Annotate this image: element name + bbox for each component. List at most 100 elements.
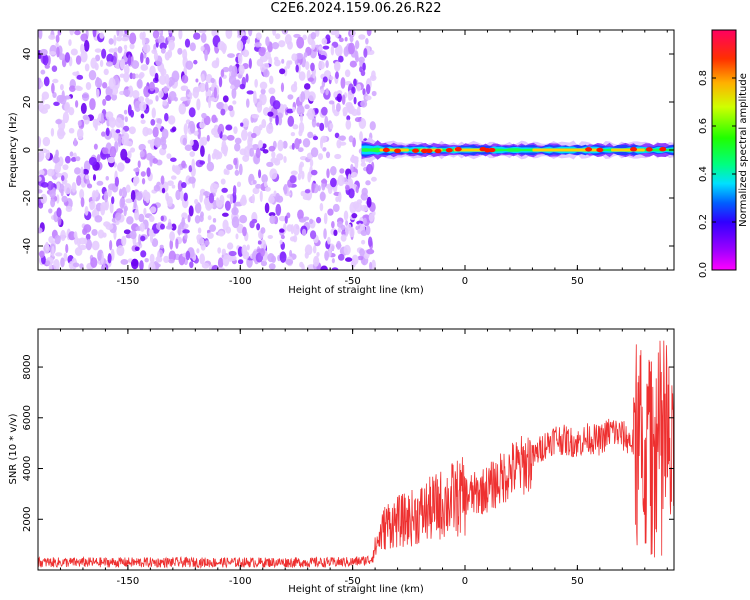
- noise-blob: [251, 193, 255, 204]
- noise-blob: [222, 95, 229, 103]
- noise-blob: [38, 176, 42, 182]
- noise-blob: [107, 156, 115, 164]
- noise-blob: [239, 197, 247, 206]
- noise-blob: [215, 57, 220, 66]
- noise-blob: [273, 190, 277, 196]
- noise-blob: [229, 84, 235, 90]
- noise-blob: [218, 76, 223, 88]
- noise-blob: [330, 45, 335, 56]
- noise-blob: [316, 251, 320, 257]
- noise-blob: [138, 96, 145, 103]
- noise-blob: [311, 117, 317, 128]
- noise-blob: [102, 147, 109, 155]
- noise-blob: [131, 258, 139, 270]
- noise-blob: [169, 231, 175, 242]
- noise-blob: [369, 261, 373, 270]
- noise-blob: [279, 251, 287, 263]
- noise-blob: [289, 249, 293, 258]
- noise-blob: [161, 143, 168, 150]
- noise-blob: [283, 66, 288, 77]
- noise-blob: [336, 221, 343, 228]
- noise-blob: [217, 267, 225, 270]
- noise-blob: [177, 224, 181, 236]
- noise-blob: [334, 44, 343, 57]
- noise-blob: [94, 48, 102, 53]
- noise-blob: [43, 76, 50, 87]
- noise-blob: [38, 169, 45, 176]
- noise-blob: [90, 257, 98, 268]
- noise-blob: [271, 151, 276, 159]
- noise-blob: [336, 93, 343, 103]
- noise-blob: [109, 146, 117, 159]
- noise-blob: [271, 42, 280, 50]
- noise-blob: [261, 143, 267, 149]
- y-tick-label: 20: [22, 96, 33, 109]
- noise-blob: [70, 48, 78, 56]
- noise-blob: [49, 189, 56, 199]
- noise-blob: [140, 250, 147, 258]
- noise-blob: [165, 192, 169, 202]
- noise-blob: [268, 263, 276, 270]
- noise-blob: [134, 246, 140, 251]
- noise-blob: [219, 194, 225, 205]
- noise-blob: [54, 162, 61, 174]
- noise-blob: [131, 73, 136, 80]
- noise-blob: [211, 264, 220, 270]
- noise-blob: [135, 73, 139, 79]
- noise-blob: [367, 236, 373, 248]
- noise-blob: [75, 156, 81, 162]
- noise-blob: [248, 58, 252, 69]
- noise-blob: [88, 70, 97, 81]
- noise-blob: [206, 232, 214, 239]
- noise-blob: [241, 129, 248, 141]
- noise-blob: [108, 38, 114, 45]
- noise-blob: [53, 259, 60, 270]
- noise-blob: [268, 75, 274, 85]
- noise-blob: [200, 242, 206, 251]
- noise-blob: [195, 78, 199, 83]
- noise-blob: [167, 180, 174, 187]
- noise-blob: [292, 235, 298, 243]
- noise-blob: [235, 233, 239, 240]
- signal-peak: [630, 147, 638, 152]
- noise-blob: [363, 48, 368, 58]
- noise-blob: [95, 88, 100, 98]
- noise-blob: [106, 53, 114, 64]
- noise-blob: [181, 217, 186, 228]
- noise-blob: [360, 70, 366, 77]
- noise-blob: [120, 258, 129, 265]
- noise-blob: [319, 191, 326, 202]
- noise-blob: [229, 194, 234, 205]
- noise-blob: [178, 30, 183, 40]
- signal-peak: [645, 147, 653, 152]
- noise-blob: [217, 127, 222, 135]
- noise-blob: [200, 45, 205, 52]
- colorbar-frame: [711, 29, 737, 271]
- noise-blob: [127, 54, 132, 66]
- noise-blob: [291, 53, 298, 62]
- noise-blob: [148, 215, 155, 223]
- noise-blob: [258, 169, 262, 179]
- noise-blob: [209, 224, 217, 232]
- noise-blob: [363, 217, 367, 225]
- noise-blob: [232, 185, 237, 196]
- noise-blob: [261, 119, 267, 129]
- noise-blob: [217, 40, 226, 51]
- noise-blob: [221, 134, 228, 141]
- noise-blob: [182, 229, 190, 234]
- noise-blob: [275, 114, 279, 126]
- noise-blob: [241, 244, 248, 257]
- noise-blob: [117, 135, 122, 148]
- noise-blob: [113, 132, 119, 142]
- noise-blob: [349, 35, 354, 43]
- noise-blob: [196, 98, 201, 111]
- noise-blob: [199, 122, 205, 129]
- noise-blob: [188, 176, 196, 184]
- noise-blob: [108, 116, 117, 128]
- noise-blob: [351, 171, 358, 178]
- noise-blob: [152, 126, 159, 138]
- signal-peak: [445, 148, 453, 153]
- noise-blob: [265, 36, 270, 47]
- noise-blob: [330, 177, 337, 188]
- noise-blob: [322, 76, 328, 83]
